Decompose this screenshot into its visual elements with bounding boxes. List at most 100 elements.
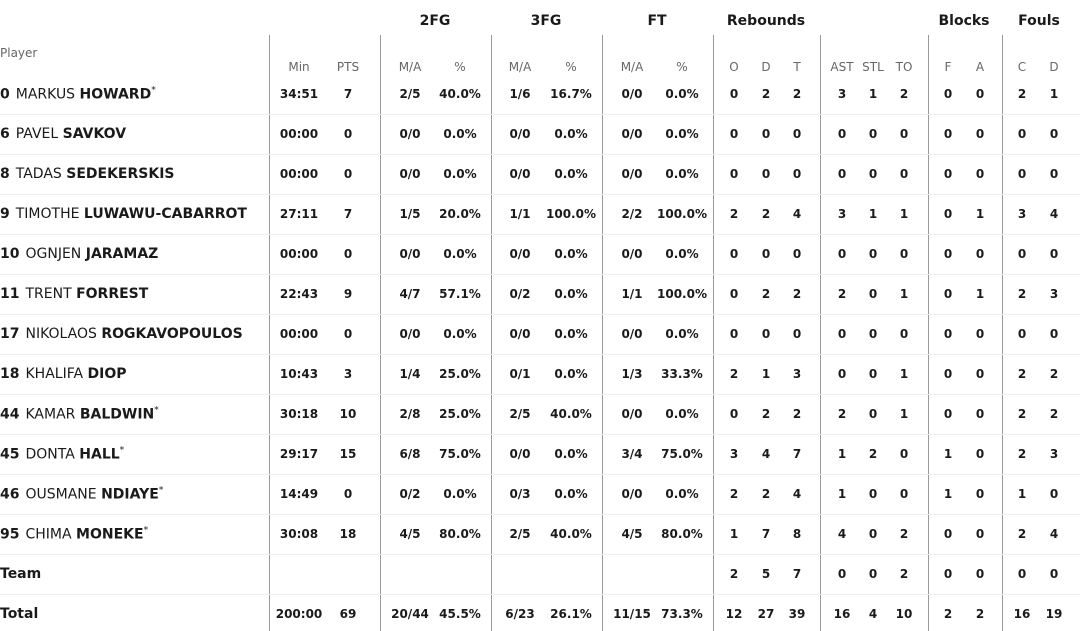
stat-cell: 0 [1017, 327, 1027, 341]
stat-cell: 0 [975, 407, 985, 421]
stat-cell: 0/2 [399, 487, 421, 501]
stat-cell: 0 [868, 567, 878, 581]
column-divider [269, 35, 270, 631]
stat-cell: 0.0% [554, 367, 588, 381]
stat-cell: 2 [1017, 87, 1027, 101]
last-name: JARAMAZ [85, 246, 159, 262]
stat-cell: 0 [792, 127, 802, 141]
stat-cell: 69 [339, 607, 357, 621]
stat-cell: 19 [1045, 607, 1063, 621]
stat-cell: 0/0 [621, 247, 643, 261]
stat-cell: 1 [975, 207, 985, 221]
last-name: SEDEKERSKIS [66, 166, 175, 182]
row-divider [0, 114, 1080, 115]
stat-cell: 40.0% [439, 87, 481, 101]
stat-cell: 1 [1017, 487, 1027, 501]
column-header: TO [895, 60, 913, 74]
stat-cell: 12 [725, 607, 743, 621]
last-name: MONEKE [76, 526, 144, 543]
column-header: D [1049, 60, 1059, 74]
starter-marker: * [143, 525, 149, 536]
stat-cell: 0 [837, 167, 847, 181]
stat-cell: 2 [1049, 407, 1059, 421]
last-name: LUWAWU-CABARROT [83, 206, 247, 222]
stat-cell: 2 [1017, 407, 1027, 421]
stat-cell: 0 [975, 527, 985, 541]
stat-cell: 26.1% [550, 607, 592, 621]
stat-cell: 7 [343, 207, 353, 221]
column-header: M/A [620, 60, 644, 74]
stat-cell: 0 [899, 247, 909, 261]
column-divider [491, 35, 492, 631]
stat-cell: 4 [868, 607, 878, 621]
stat-cell: 10 [339, 407, 357, 421]
last-name: NDIAYE [101, 486, 159, 503]
stat-cell: 4 [1049, 527, 1059, 541]
stat-cell: 1 [899, 207, 909, 221]
column-header: % [565, 60, 577, 74]
stat-cell: 2 [761, 407, 771, 421]
group-header: FT [647, 13, 667, 29]
stat-cell: 0 [1017, 247, 1027, 261]
stat-cell: 100.0% [546, 207, 596, 221]
stat-cell: 2 [761, 287, 771, 301]
stat-cell: 0 [837, 127, 847, 141]
last-name: SAVKOV [62, 126, 127, 142]
column-header: A [975, 60, 985, 74]
first-name: PAVEL [15, 126, 59, 142]
stat-cell: 2/5 [509, 407, 531, 421]
stat-cell: 0.0% [554, 487, 588, 501]
first-name: OGNJEN [25, 246, 82, 262]
stat-cell: 3 [1049, 447, 1059, 461]
column-header: PTS [336, 60, 360, 74]
last-name: ROGKAVOPOULOS [101, 326, 243, 342]
stat-cell: 40.0% [550, 407, 592, 421]
stat-cell: 7 [792, 447, 802, 461]
stat-cell: 0 [943, 167, 953, 181]
stat-cell: 0/0 [399, 247, 421, 261]
stat-cell: 1 [975, 287, 985, 301]
stat-cell: 0.0% [443, 247, 477, 261]
stat-cell: 2 [837, 287, 847, 301]
column-header: C [1017, 60, 1027, 74]
stat-cell: 0 [837, 567, 847, 581]
stat-cell: 0 [792, 327, 802, 341]
stat-cell: 0/0 [621, 487, 643, 501]
column-header: F [944, 60, 952, 74]
stat-cell: 27 [757, 607, 775, 621]
stat-cell: 2 [729, 487, 739, 501]
stat-cell: 0/0 [509, 127, 531, 141]
stat-cell: 3 [837, 87, 847, 101]
stat-cell: 4 [792, 487, 802, 501]
row-divider [0, 314, 1080, 315]
stat-cell: 0/3 [509, 487, 531, 501]
stat-cell: 20/44 [391, 607, 429, 621]
stat-cell: 0 [1049, 167, 1059, 181]
stat-cell: 9 [343, 287, 353, 301]
stat-cell: 2 [975, 607, 985, 621]
row-divider [0, 554, 1080, 555]
stat-cell: 11/15 [613, 607, 651, 621]
stat-cell: 15 [339, 447, 357, 461]
stat-cell: 25.0% [439, 407, 481, 421]
stat-cell: 73.3% [661, 607, 703, 621]
last-name: HALL [79, 446, 120, 463]
stat-cell: 0 [975, 487, 985, 501]
stat-cell: 0 [868, 127, 878, 141]
stat-cell: 4 [761, 447, 771, 461]
stat-cell: 34:51 [279, 87, 319, 101]
stat-cell: 3 [343, 367, 353, 381]
stat-cell: 0 [343, 247, 353, 261]
stat-cell: 0 [943, 567, 953, 581]
stat-cell: 2/8 [399, 407, 421, 421]
stat-cell: 1/5 [399, 207, 421, 221]
stat-cell: 0 [837, 327, 847, 341]
player-header: Player [0, 46, 38, 60]
stat-cell: 0.0% [443, 167, 477, 181]
row-divider [0, 514, 1080, 515]
stat-cell: 0 [343, 167, 353, 181]
player-number: 95 [0, 526, 20, 543]
stat-cell: 0 [943, 127, 953, 141]
column-header: AST [830, 60, 854, 74]
